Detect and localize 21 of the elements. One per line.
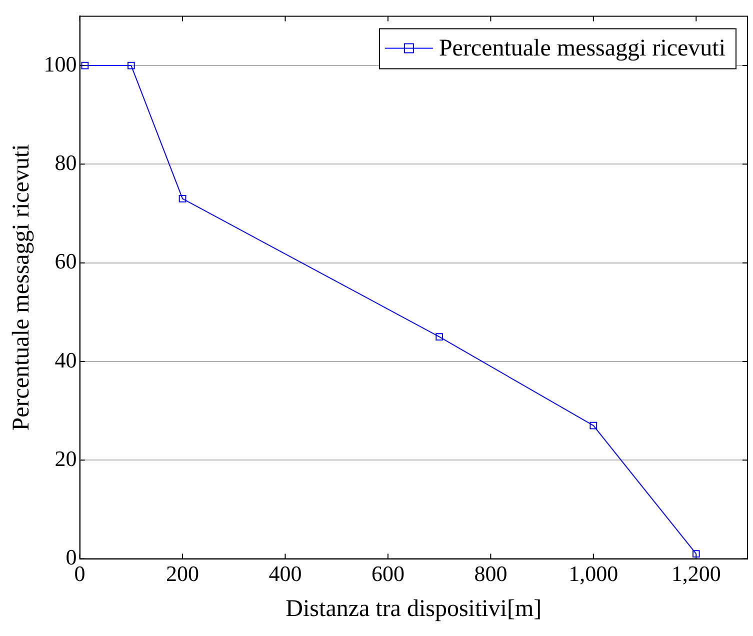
point bbox=[436, 333, 444, 341]
x-tick-label: 1,000 bbox=[568, 560, 618, 586]
point bbox=[127, 62, 135, 70]
x-tick-label: 800 bbox=[474, 560, 508, 586]
x-tick-label: 400 bbox=[268, 560, 302, 586]
x-tick-label: 200 bbox=[166, 560, 200, 586]
y-tick-label: 100 bbox=[44, 51, 77, 76]
point bbox=[81, 62, 89, 70]
y-tick-label: 0 bbox=[66, 544, 77, 570]
x-tick-label: 1,200 bbox=[671, 560, 721, 586]
x-tick-label: 600 bbox=[371, 560, 404, 586]
y-tick-label: 40 bbox=[54, 347, 77, 372]
y-tick-label: 20 bbox=[54, 446, 77, 471]
point bbox=[590, 422, 598, 430]
y-axis-title: Percentuale messaggi ricevuti bbox=[8, 144, 35, 431]
y-tick-label: 60 bbox=[54, 248, 77, 274]
point bbox=[178, 195, 186, 202]
x-axis-title: Distanza tra dispositivi[m] bbox=[286, 596, 542, 622]
point bbox=[692, 550, 700, 558]
legend-label: Percentuale messaggi ricevuti bbox=[438, 35, 726, 62]
y-tick-label: 80 bbox=[54, 150, 77, 175]
